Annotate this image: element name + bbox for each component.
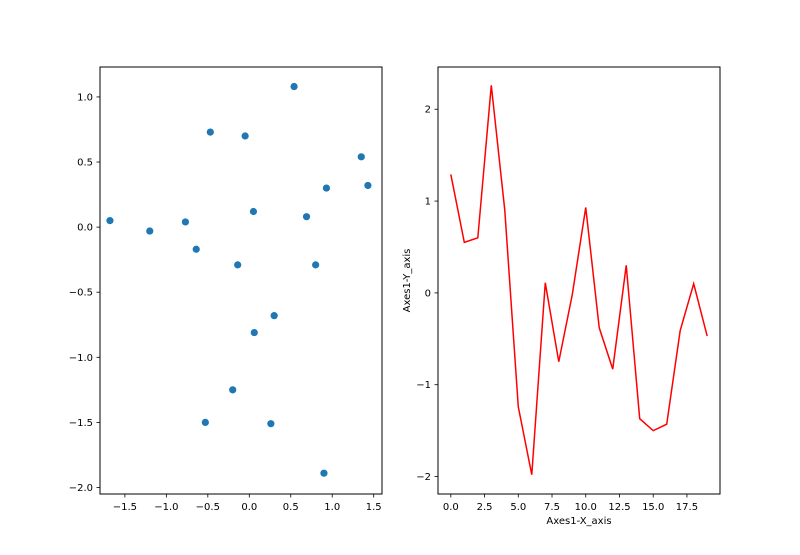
scatter-point (206, 128, 214, 136)
scatter-point (106, 217, 114, 225)
scatter-point (302, 213, 311, 221)
y-tick-label: 2 (425, 105, 431, 116)
x-tick-label: 15.0 (642, 502, 664, 513)
x-tick-label: 10.0 (575, 502, 597, 513)
line-y-ticks: −2 −1 0 1 2 (416, 105, 438, 483)
scatter-point (364, 181, 372, 190)
scatter-x-ticks: −1.5 −1.0 −0.5 0.0 0.5 1.0 1.5 (113, 494, 382, 513)
x-tick-label: 5.0 (510, 502, 526, 513)
y-tick-label: 1.0 (77, 92, 93, 103)
scatter-point (270, 312, 278, 320)
x-tick-label: 2.5 (477, 502, 493, 513)
line-axes-frame (437, 66, 721, 495)
line-y-axis-label: Axes1-Y_axis (402, 249, 413, 313)
y-tick-label: −1 (416, 380, 431, 391)
scatter-point (234, 261, 242, 269)
scatter-subplot: −1.5 −1.0 −0.5 0.0 0.5 1.0 1.5 −2.0 −1.5 −1.0 −0.… (69, 66, 383, 513)
scatter-point (290, 82, 298, 91)
y-tick-label: 0 (425, 288, 431, 299)
scatter-point (181, 218, 190, 226)
x-tick-label: 1.0 (324, 502, 340, 513)
x-tick-label: 0.0 (241, 502, 257, 513)
scatter-point (229, 386, 237, 394)
x-tick-label: 0.0 (443, 502, 459, 513)
scatter-point (250, 328, 258, 337)
x-tick-label: 12.5 (608, 502, 630, 513)
x-tick-label: −0.5 (196, 502, 220, 513)
x-tick-label: 0.5 (283, 502, 299, 513)
y-tick-label: −0.5 (69, 288, 93, 299)
y-tick-label: 1 (425, 197, 431, 208)
line-x-axis-label: Axes1-X_axis (546, 516, 611, 527)
scatter-point (241, 132, 249, 140)
scatter-points (106, 82, 372, 477)
scatter-point (312, 261, 320, 269)
x-tick-label: −1.5 (113, 502, 137, 513)
x-tick-label: 17.5 (676, 502, 698, 513)
scatter-point (146, 227, 154, 235)
line-subplot: 0.0 2.5 5.0 7.5 10.0 12.5 15.0 17.5 −2 −1 0 1 2 Axe… (402, 66, 721, 527)
scatter-point (322, 184, 331, 192)
y-tick-label: −1.5 (69, 418, 93, 429)
y-tick-label: 0.5 (77, 158, 93, 169)
x-tick-label: 7.5 (544, 502, 560, 513)
scatter-point (320, 469, 328, 477)
x-tick-label: −1.0 (154, 502, 178, 513)
scatter-point (201, 418, 209, 426)
y-tick-label: −1.0 (69, 353, 93, 364)
y-tick-label: 0.0 (77, 223, 93, 234)
scatter-point (192, 245, 200, 253)
scatter-point (357, 153, 365, 161)
y-tick-label: −2 (416, 472, 431, 483)
scatter-point (249, 207, 258, 216)
scatter-point (267, 420, 275, 428)
y-tick-label: −2.0 (69, 483, 93, 494)
x-tick-label: 1.5 (366, 502, 382, 513)
line-x-ticks: 0.0 2.5 5.0 7.5 10.0 12.5 15.0 17.5 (443, 494, 698, 513)
scatter-axes-frame (99, 66, 383, 495)
scatter-y-ticks: −2.0 −1.5 −1.0 −0.5 0.0 0.5 1.0 (69, 92, 100, 494)
line-series (450, 85, 708, 475)
